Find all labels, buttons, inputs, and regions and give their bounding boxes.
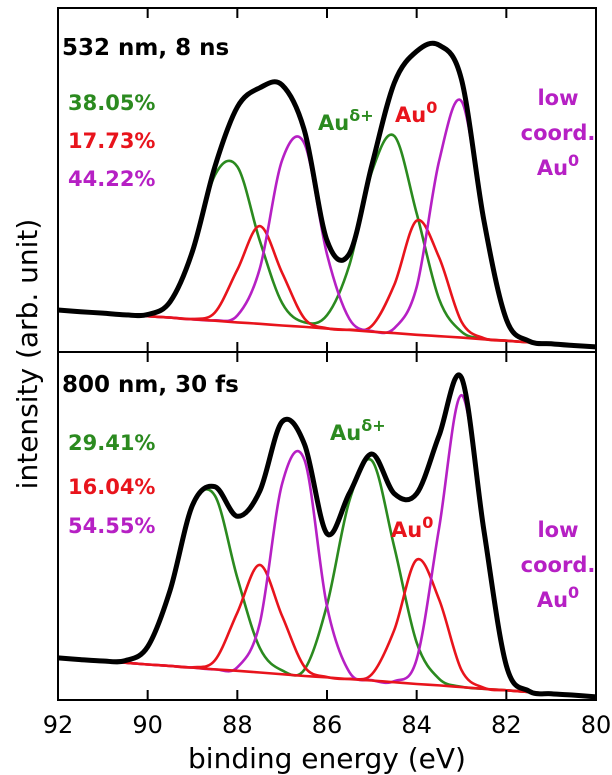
annotation-text: Au xyxy=(330,421,361,445)
annotation: 44.22% xyxy=(68,167,155,191)
annotation: low xyxy=(537,518,578,542)
annotation-text: 17.73% xyxy=(68,129,155,153)
annotation: Au0 xyxy=(537,151,579,180)
spectrum-line xyxy=(57,372,597,700)
x-axis-label: binding energy (eV) xyxy=(188,742,466,775)
annotation-sup: δ+ xyxy=(349,106,373,125)
annotation: coord. xyxy=(521,553,596,577)
panel-title: 800 nm, 30 fs xyxy=(62,372,239,398)
annotation-text: 16.04% xyxy=(68,475,155,499)
annotation-sup: 0 xyxy=(426,98,437,117)
annotation-sup: 0 xyxy=(568,583,579,602)
annotation-text: Au xyxy=(318,111,349,135)
panel-title: 532 nm, 8 ns xyxy=(62,35,229,61)
annotation: 54.55% xyxy=(68,514,155,538)
annotation-sup: 0 xyxy=(422,513,433,532)
x-tick-label: 90 xyxy=(132,711,163,739)
x-tick-label: 80 xyxy=(581,711,612,739)
annotation: 16.04% xyxy=(68,475,155,499)
annotation-text: 38.05% xyxy=(68,91,155,115)
annotation-sup: δ+ xyxy=(361,416,385,435)
annotation-text: Au xyxy=(537,156,568,180)
annotation-text: Au xyxy=(391,518,422,542)
x-tick-label: 82 xyxy=(491,711,522,739)
annotation: low xyxy=(537,86,578,110)
annotation: 29.41% xyxy=(68,431,155,455)
annotation: Au0 xyxy=(391,513,433,542)
annotation: Au0 xyxy=(537,583,579,612)
annotation-text: Au xyxy=(395,103,426,127)
annotation: Auδ+ xyxy=(330,416,386,445)
annotation: Auδ+ xyxy=(318,106,374,135)
annotation-sup: 0 xyxy=(568,151,579,170)
x-tick-label: 88 xyxy=(222,711,253,739)
spectrum-line xyxy=(57,40,597,350)
annotation-text: 44.22% xyxy=(68,167,155,191)
annotation: 38.05% xyxy=(68,91,155,115)
annotation-text: 29.41% xyxy=(68,431,155,455)
x-tick-label: 86 xyxy=(312,711,343,739)
annotation: 17.73% xyxy=(68,129,155,153)
annotation-text: 54.55% xyxy=(68,514,155,538)
x-tick-label: 92 xyxy=(43,711,74,739)
annotation: Au0 xyxy=(395,98,437,127)
annotation: coord. xyxy=(521,121,596,145)
annotation-text: Au xyxy=(537,588,568,612)
y-axis-label: intensity (arb. unit) xyxy=(11,219,44,490)
x-tick-label: 84 xyxy=(401,711,432,739)
